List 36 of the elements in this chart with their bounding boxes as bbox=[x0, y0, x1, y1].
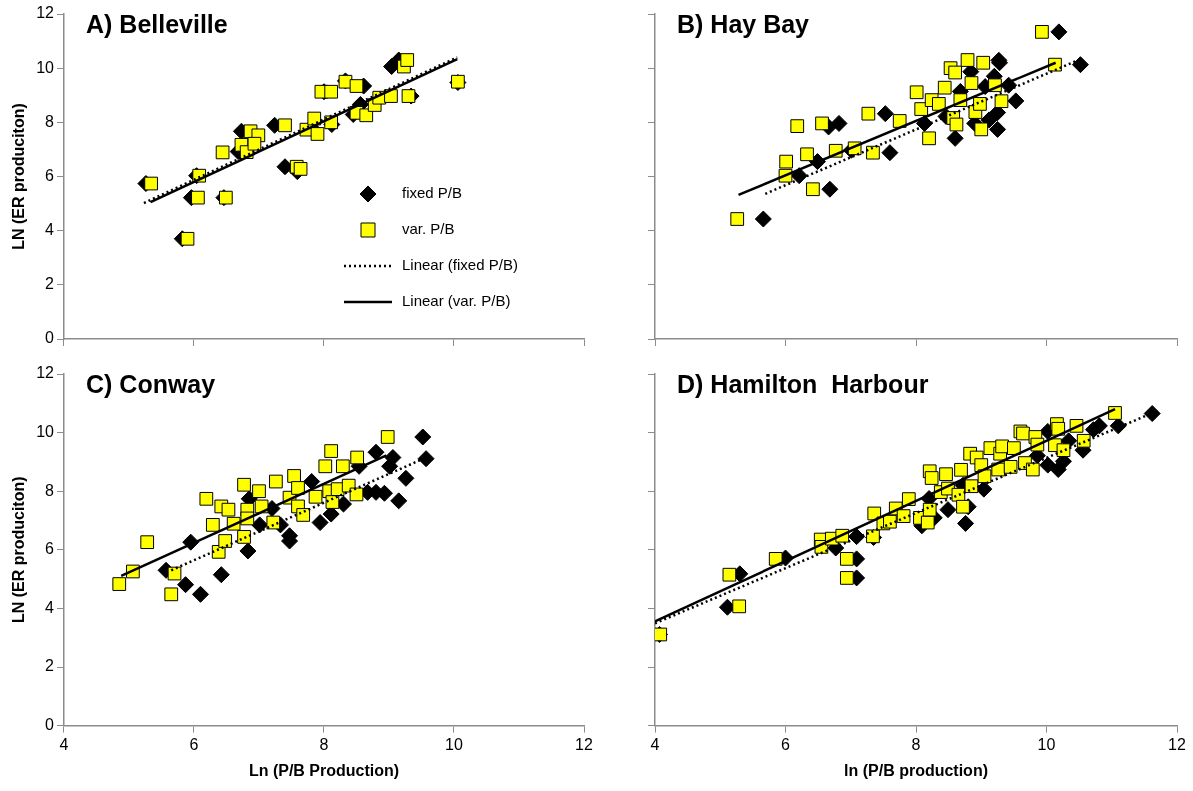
legend-label: Linear (fixed P/B) bbox=[402, 256, 518, 274]
x-tick-label: 8 bbox=[911, 735, 921, 753]
chart-title: C) Conway bbox=[86, 369, 216, 398]
chart-title: D) Hamilton Harbour bbox=[677, 369, 929, 398]
x-tick-label: 6 bbox=[781, 735, 791, 753]
x-tick-label: 8 bbox=[319, 735, 329, 753]
x-tick-label: 12 bbox=[1168, 735, 1186, 753]
y-tick-label: 2 bbox=[45, 657, 55, 675]
x-tick-label: 6 bbox=[189, 735, 199, 753]
y-tick-label: 4 bbox=[45, 221, 55, 239]
chart-title: B) Hay Bay bbox=[677, 9, 810, 38]
x-tick-label: 12 bbox=[575, 735, 593, 753]
y-tick-label: 4 bbox=[45, 598, 55, 616]
legend-label: fixed P/B bbox=[402, 184, 463, 202]
y-tick-label: 0 bbox=[45, 716, 55, 734]
y-tick-label: 8 bbox=[45, 481, 55, 499]
legend-label: var. P/B bbox=[402, 220, 455, 238]
y-axis-title: LN (ER produciton) bbox=[10, 103, 28, 250]
y-tick-label: 12 bbox=[36, 4, 55, 22]
x-tick-label: 10 bbox=[1037, 735, 1056, 753]
y-axis-title: LN (ER produciton) bbox=[10, 476, 28, 624]
x-axis-title: Ln (P/B Production) bbox=[248, 761, 400, 779]
chart-title: A) Belleville bbox=[86, 9, 228, 38]
legend-label: Linear (var. P/B) bbox=[402, 292, 511, 310]
x-tick-label: 10 bbox=[445, 735, 463, 753]
y-tick-label: 2 bbox=[45, 275, 55, 293]
x-axis-title: ln (P/B production) bbox=[844, 761, 988, 779]
y-tick-label: 10 bbox=[36, 423, 55, 441]
y-tick-label: 8 bbox=[45, 112, 55, 130]
x-tick-label: 4 bbox=[59, 735, 69, 753]
y-tick-label: 6 bbox=[45, 166, 55, 184]
y-tick-label: 12 bbox=[36, 364, 55, 382]
x-tick-label: 4 bbox=[650, 735, 660, 753]
y-tick-label: 6 bbox=[45, 540, 55, 558]
y-tick-label: 0 bbox=[45, 329, 55, 347]
y-tick-label: 10 bbox=[36, 58, 55, 76]
